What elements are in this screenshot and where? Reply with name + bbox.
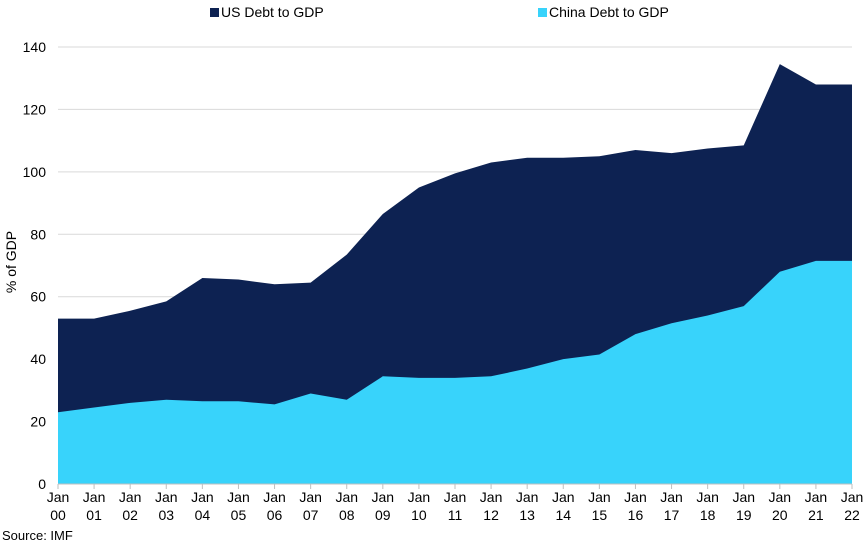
x-tick-label: Jan 04: [191, 489, 214, 523]
y-tick-label: 100: [23, 164, 47, 180]
y-tick-label: 60: [30, 289, 46, 305]
x-tick-label: Jan 14: [552, 489, 575, 523]
x-tick-label: Jan 16: [624, 489, 647, 523]
x-tick-label: Jan 01: [83, 489, 106, 523]
x-tick-label: Jan 00: [47, 489, 70, 523]
legend-label-us: US Debt to GDP: [221, 4, 324, 20]
x-tick-label: Jan 08: [335, 489, 358, 523]
x-tick-label: Jan 09: [372, 489, 395, 523]
y-axis-label: % of GDP: [3, 231, 19, 293]
y-tick-label: 80: [30, 226, 46, 242]
y-tick-label: 0: [38, 476, 46, 492]
x-tick-label: Jan 21: [805, 489, 828, 523]
x-tick-label: Jan 05: [227, 489, 250, 523]
x-tick-label: Jan 07: [299, 489, 322, 523]
x-tick-label: Jan 19: [732, 489, 755, 523]
x-tick-label: Jan 13: [516, 489, 539, 523]
series-area-china: [58, 260, 852, 484]
x-tick-label: Jan 06: [263, 489, 286, 523]
series-areas: [58, 64, 852, 485]
x-tick-label: Jan 10: [408, 489, 431, 523]
x-tick-label: Jan 03: [155, 489, 178, 523]
x-tick-label: Jan 20: [769, 489, 792, 523]
y-axis: 0 20 40 60 80 100 120 140: [23, 39, 47, 492]
legend-swatch-china: [538, 7, 547, 17]
y-tick-label: 120: [23, 101, 47, 117]
y-tick-label: 40: [30, 351, 46, 367]
legend-swatch-us: [210, 7, 219, 17]
x-tick-label: Jan 15: [588, 489, 611, 523]
x-tick-label: Jan 02: [119, 489, 142, 523]
x-tick-label: Jan 12: [480, 489, 503, 523]
legend-item-china: China Debt to GDP: [538, 4, 669, 20]
source-note: Source: IMF: [2, 528, 73, 543]
x-tick-label: Jan 22: [841, 489, 864, 523]
x-axis: Jan 00 Jan 01 Jan 02 Jan 03 Jan 04 Jan 05 Jan 06 Jan 07…: [47, 483, 864, 523]
y-tick-label: 20: [30, 414, 46, 430]
legend-label-china: China Debt to GDP: [549, 4, 669, 20]
x-tick-label: Jan 17: [660, 489, 683, 523]
legend-item-us: US Debt to GDP: [210, 4, 324, 20]
y-tick-label: 140: [23, 39, 47, 55]
x-tick-label: Jan 18: [696, 489, 719, 523]
x-tick-label: Jan 11: [444, 489, 467, 523]
